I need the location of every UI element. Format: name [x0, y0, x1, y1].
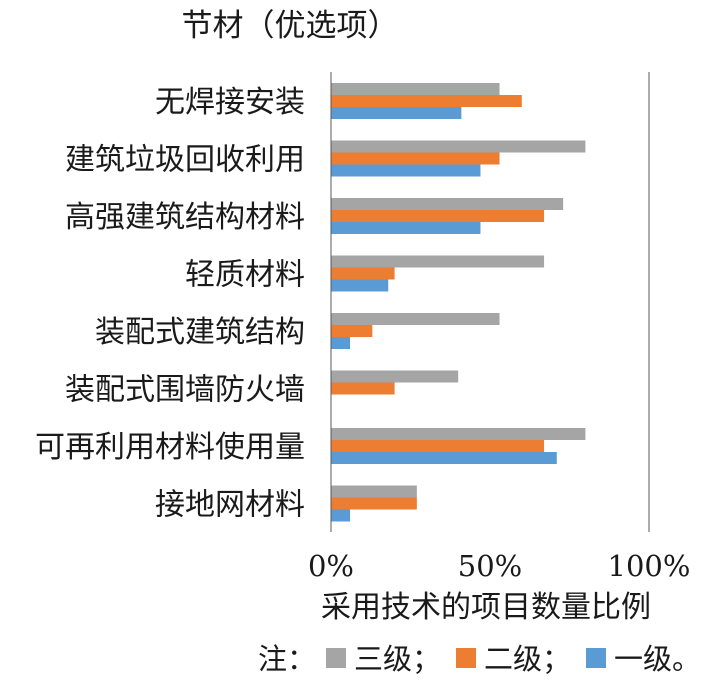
category-labels: 无焊接安装建筑垃圾回收利用高强建筑结构材料轻质材料装配式建筑结构装配式围墙防火墙… — [35, 85, 305, 523]
legend-label: 二级 — [484, 642, 542, 676]
x-axis-label: 采用技术的项目数量比例 — [321, 590, 651, 625]
category-label: 装配式建筑结构 — [95, 315, 305, 350]
legend-swatch — [586, 648, 606, 668]
bar — [331, 428, 586, 440]
bar — [331, 255, 545, 268]
bar — [331, 222, 481, 234]
category-label: 高强建筑结构材料 — [65, 200, 305, 235]
bar — [331, 152, 500, 165]
legend-prefix: 注： — [258, 642, 316, 676]
legend-swatch — [326, 648, 346, 668]
legend-label: 三级 — [354, 642, 412, 676]
category-label: 装配式围墙防火墙 — [65, 373, 305, 408]
category-label: 无焊接安装 — [155, 85, 305, 120]
bar — [331, 95, 522, 107]
bar — [331, 83, 500, 95]
bar — [331, 382, 395, 395]
legend-label: 一级 — [614, 642, 672, 676]
bar — [331, 164, 481, 177]
x-tick-labels: 0% 50% 100% — [308, 549, 690, 583]
bar — [331, 325, 373, 337]
bar — [331, 440, 545, 452]
bar — [331, 509, 351, 522]
category-label: 可再利用材料使用量 — [35, 430, 305, 465]
legend-swatch — [456, 648, 476, 668]
x-tick-label: 50% — [458, 549, 522, 583]
x-tick-label: 100% — [608, 549, 691, 583]
legend-suffix: 。 — [672, 642, 701, 676]
legend-separator: ； — [542, 642, 571, 676]
category-label: 建筑垃圾回收利用 — [65, 143, 305, 178]
legend: 注： 三级；二级；一级。 — [258, 642, 701, 676]
bars — [331, 83, 586, 522]
bar — [331, 140, 586, 153]
category-label: 轻质材料 — [185, 258, 305, 293]
bar — [331, 267, 395, 280]
category-label: 接地网材料 — [155, 488, 305, 523]
bar — [331, 279, 389, 292]
bar — [331, 210, 545, 222]
bar — [331, 497, 417, 510]
bar — [331, 370, 459, 383]
legend-separator: ； — [412, 642, 441, 676]
bar — [331, 313, 500, 325]
x-tick-label: 0% — [308, 549, 354, 583]
bar — [331, 485, 417, 498]
bar — [331, 198, 564, 210]
bar — [331, 452, 557, 464]
bar — [331, 337, 351, 349]
bar — [331, 107, 462, 119]
chart-title: 节材（优选项） — [182, 8, 399, 44]
